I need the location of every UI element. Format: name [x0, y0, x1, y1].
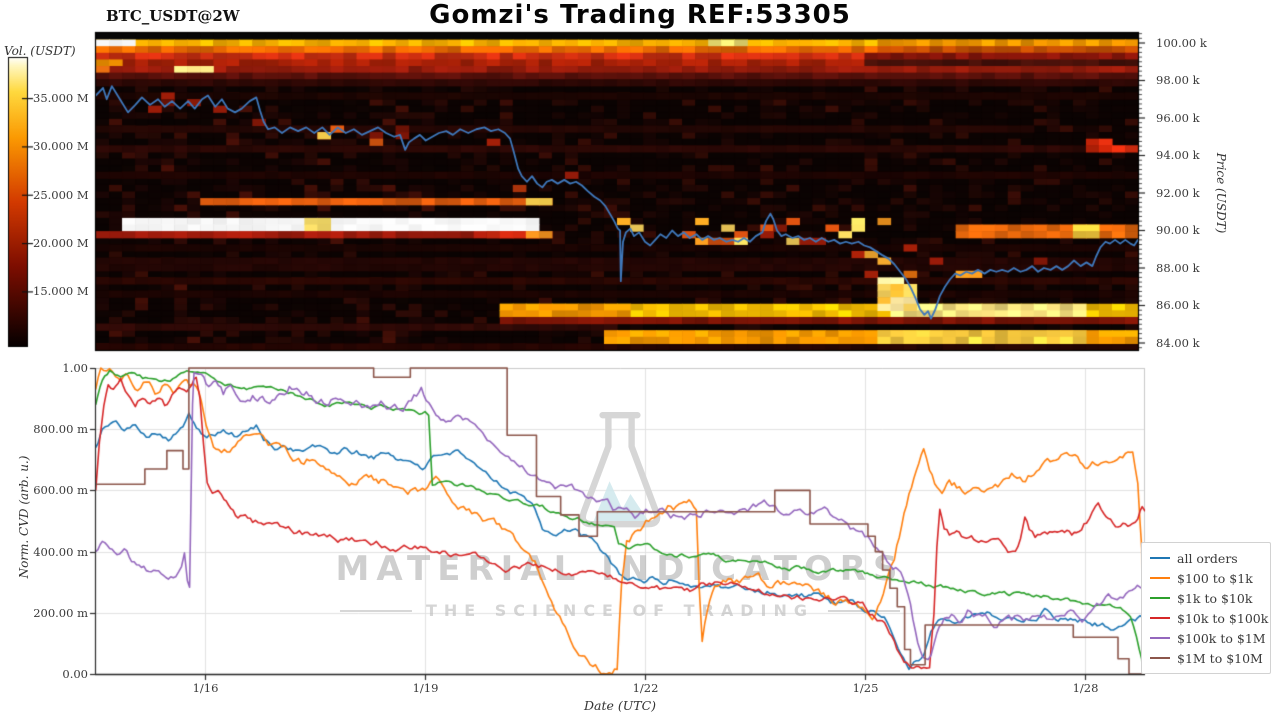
colorbar-tick-label: 30.000 M [33, 139, 89, 154]
legend-label: $100k to $1M [1177, 630, 1266, 646]
legend-item: $100k to $1M [1150, 628, 1266, 648]
legend-item: all orders [1150, 548, 1264, 568]
legend-line-swatch [1150, 637, 1170, 639]
cvd-tick-label: 400.00 m [33, 544, 88, 559]
cvd-tick-label: 800.00 m [33, 421, 88, 436]
colorbar-tick-label: 15.000 M [33, 284, 89, 299]
legend-line-swatch [1150, 577, 1170, 579]
legend: all orders $100 to $1k $1k to $10k $10k to … [1141, 542, 1271, 674]
legend-label: $10k to $100k [1177, 610, 1269, 626]
date-tick-label: 1/19 [412, 681, 439, 695]
symbol-label: BTC_USDT@2W [106, 7, 240, 25]
date-axis-title: Date (UTC) [583, 698, 657, 713]
legend-label: all orders [1177, 550, 1238, 566]
price-tick-label: 98.00 k [1156, 73, 1200, 87]
date-tick-label: 1/28 [1072, 681, 1099, 695]
cvd-tick-label: 0.00 [62, 666, 88, 681]
price-tick-label: 96.00 k [1156, 110, 1200, 125]
price-tick-label: 88.00 k [1156, 260, 1200, 275]
legend-line-swatch [1150, 557, 1170, 559]
colorbar-tick-label: 25.000 M [33, 187, 89, 202]
page-title: Gomzi's Trading REF:53305 [429, 0, 851, 30]
legend-item: $1M to $10M [1150, 648, 1264, 668]
legend-item: $100 to $1k [1150, 568, 1264, 588]
colorbar-tick-label: 20.000 M [33, 236, 89, 251]
colorbar-title: Vol. (USDT) [4, 44, 76, 58]
legend-item: $1k to $10k [1150, 588, 1264, 608]
legend-label: $100 to $1k [1177, 570, 1253, 586]
cvd-tick-label: 200.00 m [33, 605, 88, 620]
cvd-tick-label: 1.00 [62, 360, 88, 375]
cvd-axis-title: Norm. CVD (arb. u.) [17, 455, 31, 579]
price-tick-label: 100.00 k [1156, 35, 1207, 50]
price-tick-label: 86.00 k [1156, 298, 1200, 312]
cvd-tick-label: 600.00 m [33, 482, 88, 497]
date-tick-label: 1/25 [852, 681, 879, 695]
legend-item: $10k to $100k [1150, 608, 1268, 628]
price-tick-label: 94.00 k [1156, 148, 1200, 162]
legend-label: $1k to $10k [1177, 590, 1253, 606]
price-tick-label: 90.00 k [1156, 223, 1200, 237]
colorbar-tick-label: 35.000 M [33, 91, 89, 106]
price-tick-label: 84.00 k [1156, 335, 1200, 350]
legend-label: $1M to $10M [1177, 650, 1263, 666]
date-tick-label: 1/22 [632, 681, 659, 695]
price-tick-label: 92.00 k [1156, 185, 1200, 200]
date-tick-label: 1/16 [192, 681, 219, 695]
legend-line-swatch [1150, 657, 1170, 659]
legend-line-swatch [1150, 597, 1170, 599]
legend-line-swatch [1150, 617, 1170, 619]
